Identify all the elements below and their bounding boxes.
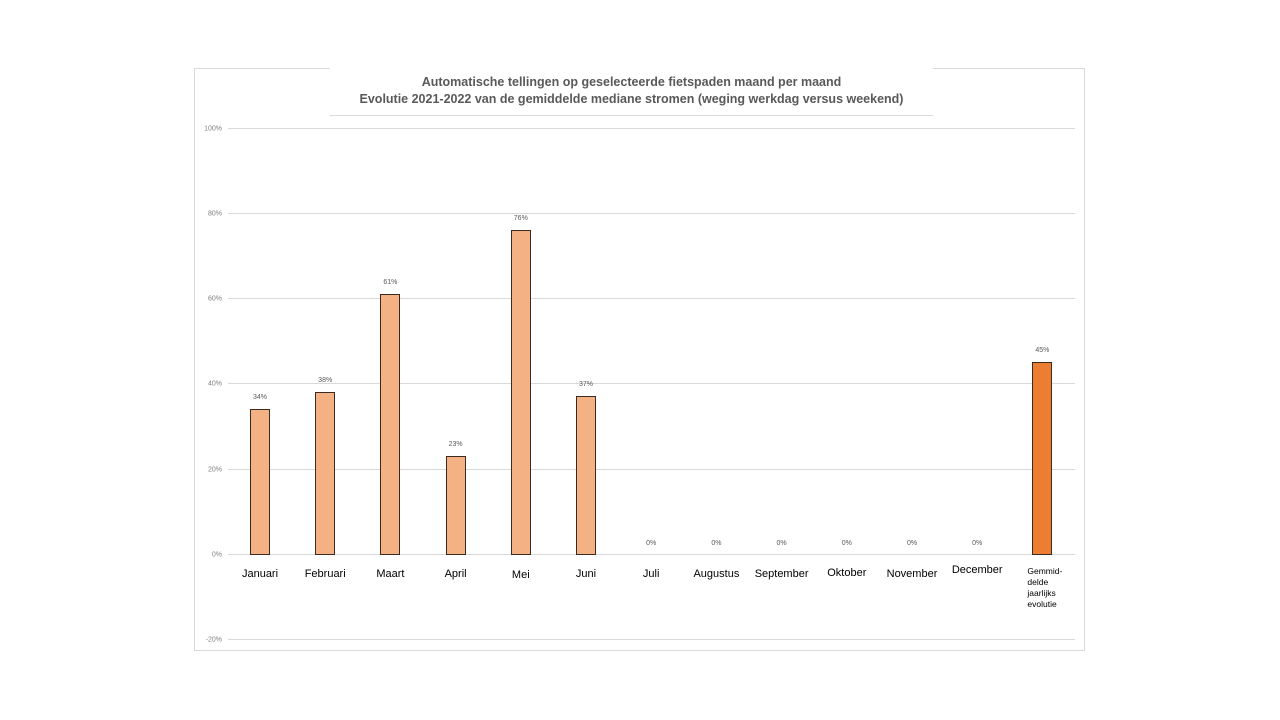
- y-tick-label: 100%: [204, 125, 222, 132]
- y-tick-label: 60%: [207, 295, 222, 303]
- chart-subtitle: Evolutie 2021-2022 van de gemiddelde med…: [359, 92, 904, 106]
- x-category-label: April: [444, 568, 467, 580]
- x-category-label: Gemmid- delde jaarlijks evolutie: [1027, 566, 1063, 609]
- x-category-label: Juli: [642, 568, 660, 580]
- x-category-label: Oktober: [827, 567, 867, 579]
- x-category-label: November: [886, 568, 938, 580]
- data-label: 0%: [776, 540, 787, 547]
- data-label: 34%: [252, 393, 267, 401]
- data-label: 0%: [646, 540, 657, 547]
- gridline: [228, 469, 1075, 470]
- x-category-label: Januari: [241, 568, 279, 580]
- bar: [510, 229, 531, 555]
- y-tick-label: 40%: [207, 380, 222, 388]
- bar: [315, 391, 336, 555]
- data-label: 23%: [448, 440, 463, 448]
- data-label: 38%: [318, 376, 333, 384]
- bar-average: [1032, 362, 1053, 555]
- gridline: [228, 298, 1075, 299]
- x-category-label: Februari: [304, 568, 346, 580]
- y-tick-label: 80%: [207, 210, 222, 218]
- chart-title: Automatische tellingen op geselecteerde …: [421, 75, 842, 89]
- data-label: 76%: [513, 214, 528, 222]
- bar: [576, 396, 596, 555]
- gridline: [228, 213, 1075, 214]
- data-label: 37%: [578, 381, 593, 389]
- x-category-label: December: [951, 564, 1003, 576]
- bar: [380, 293, 401, 555]
- bar: [445, 455, 466, 555]
- data-label: 0%: [972, 540, 983, 547]
- chart-title-box: Automatische tellingen op geselecteerde …: [330, 64, 933, 116]
- chart-frame: [194, 68, 1085, 651]
- x-category-label: Juni: [575, 568, 597, 580]
- y-tick-label: 20%: [207, 466, 222, 474]
- data-label: 61%: [383, 278, 398, 286]
- x-category-label: Mei: [511, 569, 530, 581]
- gridline: [228, 383, 1075, 384]
- y-tick-label: 0%: [211, 551, 222, 559]
- x-category-label: Maart: [376, 568, 405, 580]
- data-label: 0%: [841, 540, 852, 547]
- gridline: [228, 639, 1075, 640]
- gridline: [228, 554, 1075, 555]
- data-label: 0%: [906, 540, 918, 547]
- data-label: 0%: [711, 540, 722, 547]
- bar: [250, 408, 270, 555]
- x-category-label: September: [754, 568, 809, 580]
- y-tick-label: -20%: [205, 636, 222, 644]
- x-category-label: Augustus: [693, 568, 740, 580]
- data-label: 45%: [1035, 347, 1050, 355]
- gridline: [228, 128, 1075, 129]
